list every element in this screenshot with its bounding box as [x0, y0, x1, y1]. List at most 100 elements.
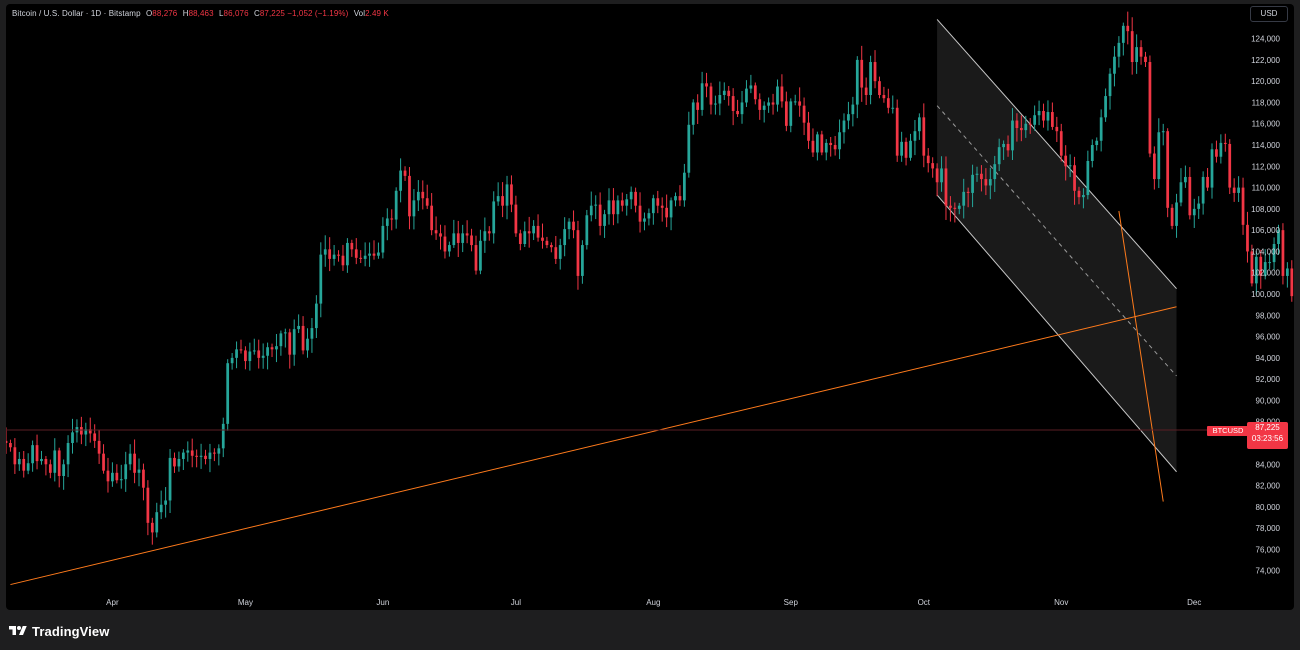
candle-body	[1051, 112, 1054, 127]
candle	[1086, 150, 1090, 200]
candle	[111, 462, 114, 487]
candle-body	[385, 218, 389, 226]
candle	[1059, 123, 1063, 162]
candle-body	[767, 102, 770, 106]
candle	[1064, 145, 1068, 181]
candle-body	[332, 254, 336, 259]
candle	[275, 334, 278, 363]
x-tick-label: Jul	[511, 598, 521, 607]
parallel-channel[interactable]	[936, 19, 1177, 473]
candle	[594, 195, 598, 220]
candle-body	[164, 500, 167, 505]
candle	[186, 441, 190, 462]
candle	[731, 88, 735, 126]
y-tick-label: 82,000	[1256, 482, 1281, 491]
candle-body	[443, 236, 447, 252]
candle-body	[1232, 187, 1236, 193]
candle	[1188, 167, 1192, 220]
candle-body	[1215, 149, 1218, 157]
candle-body	[1219, 142, 1223, 157]
candle	[465, 220, 469, 244]
candle-body	[581, 245, 584, 276]
y-tick-label: 112,000	[1252, 162, 1281, 171]
x-tick-label: Nov	[1054, 598, 1068, 607]
candle	[310, 318, 314, 353]
candle	[1281, 223, 1285, 285]
candle-body	[1290, 268, 1294, 297]
candle-body	[390, 218, 394, 220]
candle	[714, 95, 717, 115]
candle-body	[310, 328, 314, 339]
candle	[1024, 115, 1028, 138]
candle	[470, 228, 473, 252]
candle	[1157, 118, 1161, 189]
symbol-legend[interactable]: Bitcoin / U.S. Dollar · 1D · Bitstamp O8…	[12, 9, 389, 18]
candle	[1215, 140, 1218, 163]
candle-body	[341, 255, 345, 266]
candle	[306, 328, 309, 358]
candle-body	[168, 457, 172, 501]
candle	[9, 439, 12, 452]
candle-body	[789, 101, 793, 126]
candle	[190, 438, 194, 468]
candle	[230, 353, 234, 370]
candle-body	[381, 225, 385, 253]
candle	[421, 180, 425, 210]
candle	[412, 189, 416, 230]
candle-body	[634, 191, 637, 206]
candle-body	[878, 81, 881, 96]
y-tick-label: 76,000	[1256, 545, 1281, 554]
candle	[709, 82, 713, 115]
candle-body	[505, 184, 509, 206]
candle	[1046, 100, 1050, 131]
candlestick-chart[interactable]: 74,000 76,000 78,000 80,000 82,000 84,000 86,0…	[6, 4, 1294, 610]
candle	[1015, 113, 1019, 142]
candle	[793, 94, 797, 106]
candle	[581, 240, 584, 284]
symbol-title[interactable]: Bitcoin / U.S. Dollar · 1D · Bitstamp	[12, 9, 141, 18]
candle-body	[851, 104, 855, 115]
candle-body	[328, 249, 332, 259]
candle-body	[687, 124, 691, 173]
candle-body	[886, 98, 890, 108]
candle	[416, 180, 420, 212]
price-axis[interactable]: 74,00076,00078,00080,00082,00084,00086,0…	[1251, 35, 1280, 576]
candle	[953, 202, 957, 223]
candle	[71, 418, 74, 454]
candle	[740, 91, 744, 124]
candle	[1206, 168, 1209, 191]
candle-body	[288, 332, 292, 355]
candle	[1223, 133, 1227, 152]
candle-body	[904, 141, 908, 158]
candle-body	[1139, 47, 1143, 57]
candle	[142, 463, 145, 501]
candle-body	[629, 191, 633, 200]
candle	[705, 72, 708, 98]
candle-body	[922, 117, 926, 156]
candle-body	[372, 253, 376, 256]
candle	[44, 455, 48, 476]
candle	[629, 186, 633, 210]
candle-body	[913, 131, 917, 141]
currency-selector[interactable]: USD	[1250, 6, 1288, 22]
chart-panel[interactable]: 74,000 76,000 78,000 80,000 82,000 84,000 86,0…	[6, 4, 1294, 610]
candle-body	[829, 142, 833, 146]
y-tick-label: 84,000	[1256, 460, 1281, 469]
candle-body	[665, 207, 669, 218]
candle-body	[1019, 128, 1023, 131]
candle	[40, 450, 43, 465]
candle	[816, 131, 819, 161]
candle-body	[603, 214, 606, 226]
trendlines-layer[interactable]	[10, 210, 1177, 586]
candle-body	[230, 357, 234, 364]
candle-body	[944, 168, 948, 206]
candle-body	[1095, 140, 1099, 146]
time-axis[interactable]: Apr May Jun Jul Aug Sep Oct Nov Dec	[106, 598, 1201, 607]
candle	[1170, 204, 1174, 230]
candle	[266, 342, 269, 370]
candle-body	[17, 458, 21, 465]
y-tick-label: 120,000	[1251, 77, 1280, 86]
candle	[221, 417, 225, 458]
candle-body	[53, 450, 57, 473]
candle	[204, 449, 207, 465]
